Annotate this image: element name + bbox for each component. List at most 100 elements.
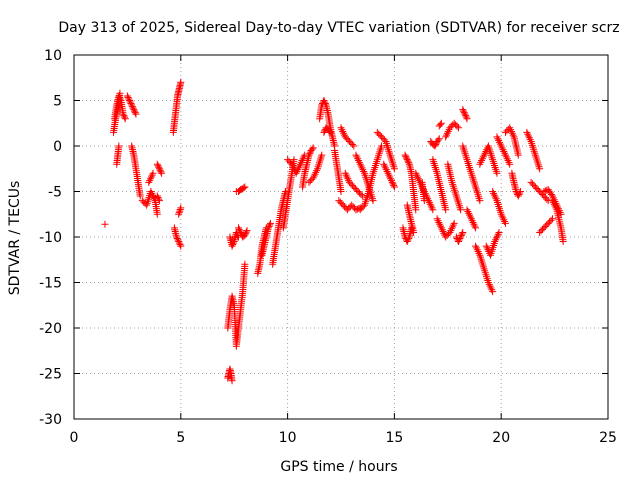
- data-point: [414, 175, 422, 183]
- data-point: [523, 128, 531, 136]
- data-point: [354, 188, 362, 195]
- data-point: [437, 119, 445, 127]
- data-point: [404, 157, 412, 165]
- data-point: [404, 236, 412, 244]
- data-point: [501, 218, 509, 226]
- data-point: [381, 162, 389, 170]
- y-tick-label: -15: [39, 276, 62, 292]
- data-point: [503, 127, 511, 135]
- data-point: [346, 178, 354, 186]
- data-point: [425, 198, 433, 206]
- data-point: [387, 175, 395, 183]
- data-point: [352, 151, 360, 159]
- data-point: [145, 178, 153, 186]
- data-point: [460, 109, 468, 117]
- data-point: [499, 214, 507, 222]
- data-point: [290, 156, 298, 164]
- x-tick-label: 0: [70, 430, 79, 446]
- data-point: [499, 146, 507, 154]
- data-point: [541, 194, 549, 202]
- data-point: [158, 169, 166, 177]
- y-tick-label: -10: [39, 230, 62, 246]
- data-point: [347, 180, 355, 188]
- data-point: [434, 217, 442, 225]
- data-point: [386, 173, 394, 181]
- data-point: [403, 154, 411, 162]
- data-point: [378, 133, 386, 141]
- data-point: [177, 204, 185, 212]
- data-point: [473, 246, 481, 254]
- data-point: [426, 200, 434, 208]
- data-point: [292, 169, 300, 177]
- data-point: [321, 100, 329, 108]
- data-point: [443, 131, 451, 139]
- data-point: [288, 160, 296, 168]
- data-point: [471, 222, 479, 230]
- data-point: [382, 166, 390, 174]
- data-point: [415, 177, 423, 185]
- data-point: [482, 242, 490, 250]
- data-point: [541, 222, 549, 230]
- data-point: [173, 233, 181, 241]
- data-point: [537, 189, 545, 197]
- data-point: [357, 162, 365, 170]
- data-point: [534, 186, 542, 194]
- data-point: [155, 165, 163, 173]
- data-point: [348, 181, 356, 189]
- data-point: [490, 189, 498, 197]
- data-point: [337, 188, 345, 195]
- data-point: [427, 202, 435, 210]
- data-point: [228, 242, 236, 250]
- data-point: [336, 198, 344, 206]
- data-point: [442, 206, 450, 214]
- data-point: [443, 129, 451, 137]
- data-point: [342, 171, 350, 179]
- data-point: [472, 242, 480, 250]
- data-point: [402, 153, 410, 161]
- data-point: [344, 136, 352, 144]
- data-point: [500, 216, 508, 224]
- data-point: [281, 188, 289, 195]
- data-point: [533, 184, 541, 192]
- data-point: [149, 169, 157, 177]
- data-point: [464, 208, 472, 216]
- data-point: [548, 215, 556, 223]
- data-point: [493, 232, 501, 240]
- data-point: [155, 197, 163, 205]
- data-point: [498, 144, 506, 152]
- data-point: [495, 137, 503, 145]
- data-point: [153, 192, 161, 200]
- data-point: [515, 191, 523, 199]
- data-point: [462, 113, 470, 121]
- data-point: [131, 107, 139, 115]
- data-point: [449, 221, 457, 229]
- data-point: [403, 156, 411, 164]
- data-point: [476, 160, 484, 168]
- data-point: [495, 228, 503, 236]
- data-point: [289, 162, 297, 170]
- data-point: [388, 178, 396, 186]
- data-point: [505, 158, 513, 166]
- y-tick-label: -5: [48, 185, 62, 201]
- data-point: [176, 205, 184, 213]
- data-point: [463, 115, 471, 123]
- data-point: [486, 282, 494, 290]
- data-point: [475, 249, 483, 257]
- data-point: [296, 162, 304, 170]
- data-point: [309, 144, 317, 152]
- data-point: [543, 221, 551, 229]
- data-point: [436, 121, 444, 129]
- data-point: [174, 236, 182, 244]
- data-point: [468, 217, 476, 225]
- data-point: [485, 280, 493, 288]
- data-point: [146, 175, 154, 183]
- data-point: [476, 197, 484, 205]
- data-point: [379, 134, 387, 142]
- data-point: [127, 100, 135, 108]
- data-point: [484, 279, 492, 286]
- data-point: [347, 139, 355, 147]
- data-point: [176, 241, 184, 249]
- data-point: [320, 128, 328, 136]
- data-point: [369, 197, 377, 205]
- ticks-layer: [73, 54, 609, 420]
